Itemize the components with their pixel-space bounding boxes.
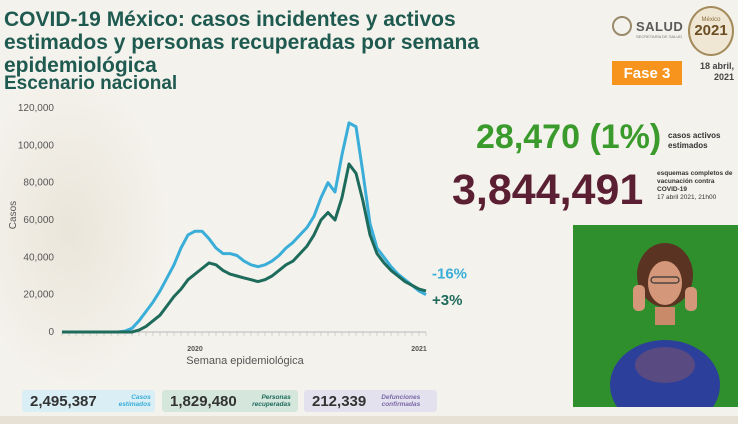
badge-country: México xyxy=(701,17,721,23)
series-group xyxy=(62,121,427,334)
badge-year: 2021 xyxy=(694,22,728,39)
vaccination-date: 17 abril 2021, 21h00 xyxy=(657,194,717,201)
stat-estimated-cases-label: Casos estimados xyxy=(118,394,151,408)
footer-bar xyxy=(0,416,738,424)
active-cases-value: 28,470 (1%) xyxy=(476,118,662,156)
series-line-recovered xyxy=(62,162,427,334)
salud-logo-text: SALUD xyxy=(636,18,684,34)
x-axis-label: Semana epidemiológica xyxy=(186,355,304,367)
vaccination-value: 3,844,491 xyxy=(452,166,644,214)
stat-deaths-label: Defunciones confirmadas xyxy=(381,394,421,408)
page-title: COVID-19 México: casos incidentes y acti… xyxy=(4,8,480,77)
y-tick-label: 20,000 xyxy=(23,290,54,301)
y-tick-label: 40,000 xyxy=(23,252,54,263)
stat-recovered-label: Personas recuperadas xyxy=(252,394,291,408)
stat-recovered-value: 1,829,480 xyxy=(170,392,237,410)
y-axis-label: Casos xyxy=(8,201,19,229)
salud-logo-subtext: SECRETARÍA DE SALUD xyxy=(636,34,683,39)
year-label: 2020 xyxy=(187,346,203,353)
phase-badge: Fase 3 xyxy=(612,61,682,85)
axes-group: 0 20,000 40,000 60,000 80,000 100,000 120,000 2… xyxy=(18,103,427,353)
y-tick-label: 100,000 xyxy=(18,140,55,151)
seal-icon xyxy=(612,16,632,36)
interpreter-figure xyxy=(610,243,720,407)
report-date: 18 abril, 2021 xyxy=(699,61,734,82)
stat-estimated-cases: 2,495,387 Casos estimados xyxy=(22,390,155,412)
series-end-label-recovered: +3% xyxy=(432,292,462,309)
y-tick-label: 120,000 xyxy=(18,103,55,114)
y-tick-label: 80,000 xyxy=(23,178,54,189)
stat-deaths: 212,339 Defunciones confirmadas xyxy=(304,390,437,412)
active-cases-label: casos activos estimados xyxy=(668,131,721,150)
vaccination-label: esquemas completos de vacunación contra … xyxy=(657,170,733,193)
salud-logo: SALUD SECRETARÍA DE SALUD xyxy=(612,16,684,39)
chart-subtitle: Escenario nacional xyxy=(4,73,178,94)
series-line-incident xyxy=(62,121,427,334)
labels-group: -16% +3% xyxy=(432,266,467,309)
stat-recovered: 1,829,480 Personas recuperadas xyxy=(162,390,298,412)
stat-estimated-cases-value: 2,495,387 xyxy=(30,392,97,410)
sign-language-interpreter xyxy=(573,225,738,407)
background-watermark xyxy=(0,70,170,390)
year-label: 2021 xyxy=(411,346,427,353)
mexico-2021-badge: México 2021 xyxy=(688,6,734,56)
stat-deaths-value: 212,339 xyxy=(312,392,367,410)
y-tick-label: 60,000 xyxy=(23,215,54,226)
y-tick-label: 0 xyxy=(48,327,54,338)
series-end-label-incident: -16% xyxy=(432,266,467,283)
